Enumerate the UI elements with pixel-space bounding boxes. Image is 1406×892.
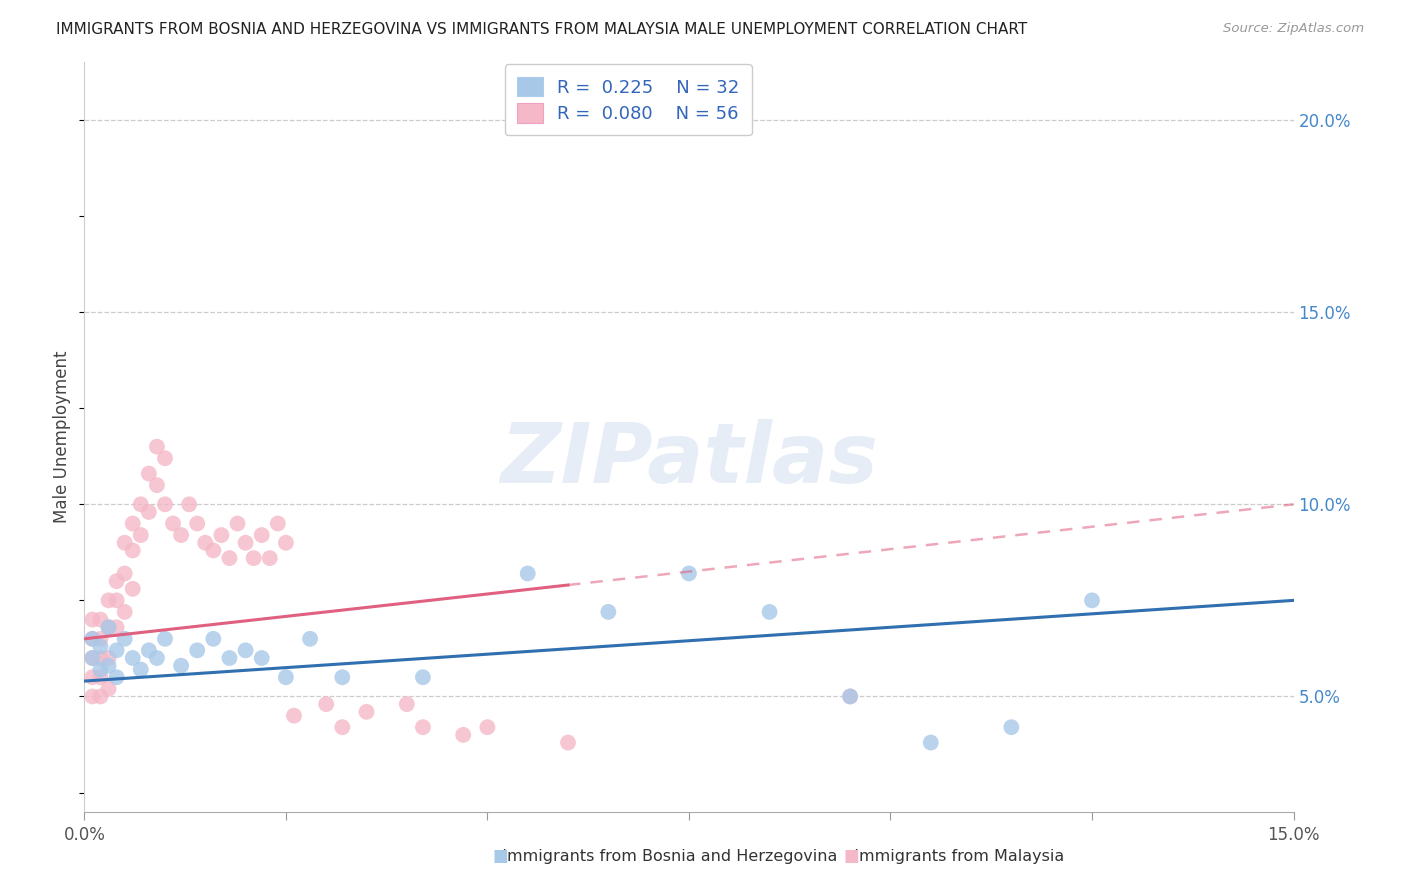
Point	[839, 690, 862, 704]
Point	[89, 670, 111, 684]
Point	[920, 735, 942, 749]
Point	[97, 620, 120, 634]
Text: ■: ■	[492, 847, 508, 865]
Point	[218, 651, 240, 665]
Point	[179, 497, 201, 511]
Point	[516, 566, 538, 581]
Point	[146, 440, 169, 454]
Point	[121, 516, 143, 531]
Point	[330, 670, 353, 684]
Legend: R =  0.225    N = 32, R =  0.080    N = 56: R = 0.225 N = 32, R = 0.080 N = 56	[505, 64, 752, 136]
Point	[186, 643, 208, 657]
Point	[202, 632, 225, 646]
Point	[114, 566, 136, 581]
Point	[114, 605, 136, 619]
Point	[89, 651, 111, 665]
Point	[82, 690, 104, 704]
Point	[315, 697, 337, 711]
Point	[274, 535, 297, 549]
Point	[758, 605, 780, 619]
Point	[412, 670, 434, 684]
Point	[598, 605, 620, 619]
Point	[89, 690, 111, 704]
Point	[105, 643, 128, 657]
Point	[235, 643, 257, 657]
Point	[242, 551, 264, 566]
Point	[451, 728, 474, 742]
Point	[395, 697, 418, 711]
Point	[162, 516, 184, 531]
Point	[1000, 720, 1022, 734]
Point	[186, 516, 208, 531]
Text: Immigrants from Bosnia and Herzegovina: Immigrants from Bosnia and Herzegovina	[492, 849, 838, 863]
Point	[89, 632, 111, 646]
Point	[121, 543, 143, 558]
Point	[129, 497, 152, 511]
Point	[97, 593, 120, 607]
Point	[129, 528, 152, 542]
Point	[839, 690, 862, 704]
Point	[82, 632, 104, 646]
Point	[129, 663, 152, 677]
Point	[105, 620, 128, 634]
Point	[89, 663, 111, 677]
Point	[82, 651, 104, 665]
Point	[283, 708, 305, 723]
Point	[226, 516, 249, 531]
Point	[138, 643, 160, 657]
Point	[121, 651, 143, 665]
Point	[153, 497, 176, 511]
Point	[146, 478, 169, 492]
Point	[114, 632, 136, 646]
Point	[82, 651, 104, 665]
Point	[82, 632, 104, 646]
Point	[299, 632, 322, 646]
Point	[202, 543, 225, 558]
Point	[105, 670, 128, 684]
Point	[82, 613, 104, 627]
Point	[138, 505, 160, 519]
Point	[259, 551, 281, 566]
Point	[170, 658, 193, 673]
Point	[194, 535, 217, 549]
Point	[356, 705, 378, 719]
Y-axis label: Male Unemployment: Male Unemployment	[53, 351, 72, 524]
Point	[274, 670, 297, 684]
Text: Immigrants from Malaysia: Immigrants from Malaysia	[844, 849, 1064, 863]
Point	[89, 613, 111, 627]
Point	[121, 582, 143, 596]
Point	[97, 658, 120, 673]
Point	[153, 632, 176, 646]
Point	[146, 651, 169, 665]
Point	[330, 720, 353, 734]
Point	[250, 528, 273, 542]
Point	[250, 651, 273, 665]
Point	[97, 620, 120, 634]
Point	[97, 681, 120, 696]
Text: IMMIGRANTS FROM BOSNIA AND HERZEGOVINA VS IMMIGRANTS FROM MALAYSIA MALE UNEMPLOY: IMMIGRANTS FROM BOSNIA AND HERZEGOVINA V…	[56, 22, 1028, 37]
Point	[89, 640, 111, 654]
Point	[138, 467, 160, 481]
Point	[412, 720, 434, 734]
Point	[218, 551, 240, 566]
Point	[235, 535, 257, 549]
Point	[105, 574, 128, 589]
Point	[170, 528, 193, 542]
Point	[209, 528, 232, 542]
Text: Source: ZipAtlas.com: Source: ZipAtlas.com	[1223, 22, 1364, 36]
Point	[1081, 593, 1104, 607]
Point	[477, 720, 499, 734]
Point	[97, 651, 120, 665]
Point	[678, 566, 700, 581]
Point	[82, 670, 104, 684]
Point	[557, 735, 579, 749]
Point	[105, 593, 128, 607]
Text: ■: ■	[844, 847, 859, 865]
Text: ZIPatlas: ZIPatlas	[501, 419, 877, 500]
Point	[114, 535, 136, 549]
Point	[267, 516, 290, 531]
Point	[153, 451, 176, 466]
